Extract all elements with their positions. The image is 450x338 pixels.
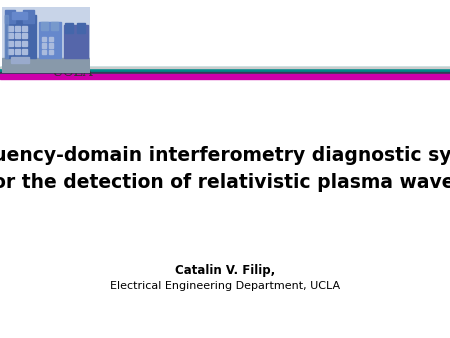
- Bar: [22, 26, 27, 31]
- Bar: [0, 67, 450, 72]
- Bar: [9, 49, 13, 54]
- Bar: [0, 72, 450, 74]
- Bar: [23, 10, 34, 23]
- Text: Frequency-domain interferometry diagnostic system
for the detection of relativis: Frequency-domain interferometry diagnost…: [0, 146, 450, 192]
- Bar: [42, 50, 46, 54]
- Bar: [39, 22, 61, 58]
- Text: Electrical Engineering Department, UCLA: Electrical Engineering Department, UCLA: [110, 281, 340, 291]
- Bar: [50, 22, 58, 30]
- Bar: [2, 58, 90, 73]
- Bar: [12, 12, 27, 19]
- Bar: [9, 26, 13, 31]
- Bar: [15, 33, 20, 39]
- Bar: [15, 49, 20, 54]
- Bar: [5, 10, 15, 23]
- Bar: [0, 67, 450, 68]
- Bar: [49, 43, 53, 48]
- Bar: [42, 37, 46, 41]
- Bar: [22, 49, 27, 54]
- Text: UCLA: UCLA: [51, 65, 93, 79]
- Bar: [15, 41, 20, 46]
- Bar: [9, 33, 13, 39]
- Bar: [22, 41, 27, 46]
- Bar: [64, 25, 88, 58]
- Bar: [65, 23, 73, 33]
- Text: Catalin V. Filip,: Catalin V. Filip,: [175, 264, 275, 277]
- Bar: [41, 22, 48, 30]
- Bar: [15, 26, 20, 31]
- Bar: [42, 43, 46, 48]
- Bar: [5, 15, 36, 58]
- Bar: [77, 23, 85, 33]
- Bar: [22, 33, 27, 39]
- Bar: [0, 74, 450, 79]
- Bar: [11, 57, 29, 63]
- Bar: [5, 15, 9, 58]
- Bar: [49, 50, 53, 54]
- Bar: [49, 37, 53, 41]
- Bar: [9, 41, 13, 46]
